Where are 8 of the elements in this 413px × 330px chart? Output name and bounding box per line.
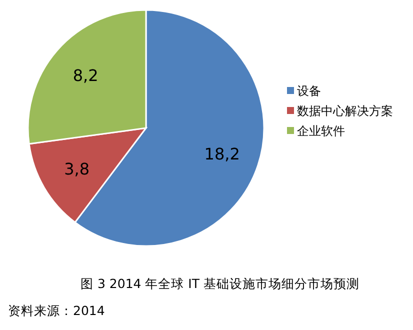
data-label: 3,8 [64, 160, 90, 179]
caption: 图 3 2014 年全球 IT 基础设施市场细分市场预测 [80, 276, 360, 291]
legend-label: 数据中心解决方案 [297, 104, 393, 118]
data-label: 18,2 [204, 144, 240, 164]
data-label: 8,2 [72, 66, 98, 86]
legend-label: 企业软件 [297, 124, 345, 138]
legend-label: 设备 [297, 84, 321, 98]
text: 资料来源：2014 [8, 303, 105, 318]
